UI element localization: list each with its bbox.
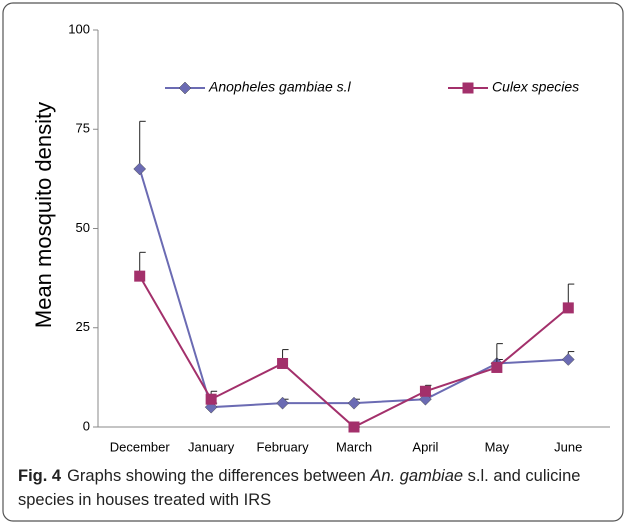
x-tick-label: June <box>554 439 582 454</box>
x-tick-label: April <box>412 439 438 454</box>
y-axis-label: Mean mosquito density <box>31 102 56 328</box>
x-tick-label: March <box>336 439 372 454</box>
point <box>276 396 289 410</box>
legend-label: Anopheles gambiae s.l <box>208 79 352 95</box>
x-tick-label: May <box>485 439 510 454</box>
point <box>348 421 360 433</box>
legend-marker <box>178 81 192 95</box>
x-tick-label: January <box>188 439 235 454</box>
caption-italic: An. gambiae <box>370 467 464 485</box>
series-line <box>138 168 569 409</box>
point <box>419 385 431 397</box>
point <box>347 396 361 410</box>
point <box>205 393 217 405</box>
point <box>562 302 574 314</box>
caption-text: Graphs showing the differences between <box>67 467 371 485</box>
caption: Fig. 4 Graphs showing the differences bet… <box>18 464 614 512</box>
y-tick-label: 100 <box>68 21 90 36</box>
error-bar <box>139 120 146 169</box>
caption-text: s.l. and culicine species in houses trea… <box>18 467 581 509</box>
legend-label: Culex species <box>492 79 579 95</box>
x-tick-label: February <box>257 439 310 454</box>
y-tick-label: 25 <box>76 319 90 334</box>
y-tick-label: 50 <box>76 220 90 235</box>
x-tick-label: December <box>110 439 171 454</box>
point <box>134 270 146 282</box>
point <box>133 162 147 176</box>
caption-label: Fig. 4 <box>18 467 62 485</box>
y-tick-label: 75 <box>76 121 90 136</box>
point <box>561 353 575 366</box>
point <box>491 361 503 373</box>
point <box>277 357 289 369</box>
legend-marker <box>462 82 474 94</box>
y-tick-label: 0 <box>83 418 90 433</box>
